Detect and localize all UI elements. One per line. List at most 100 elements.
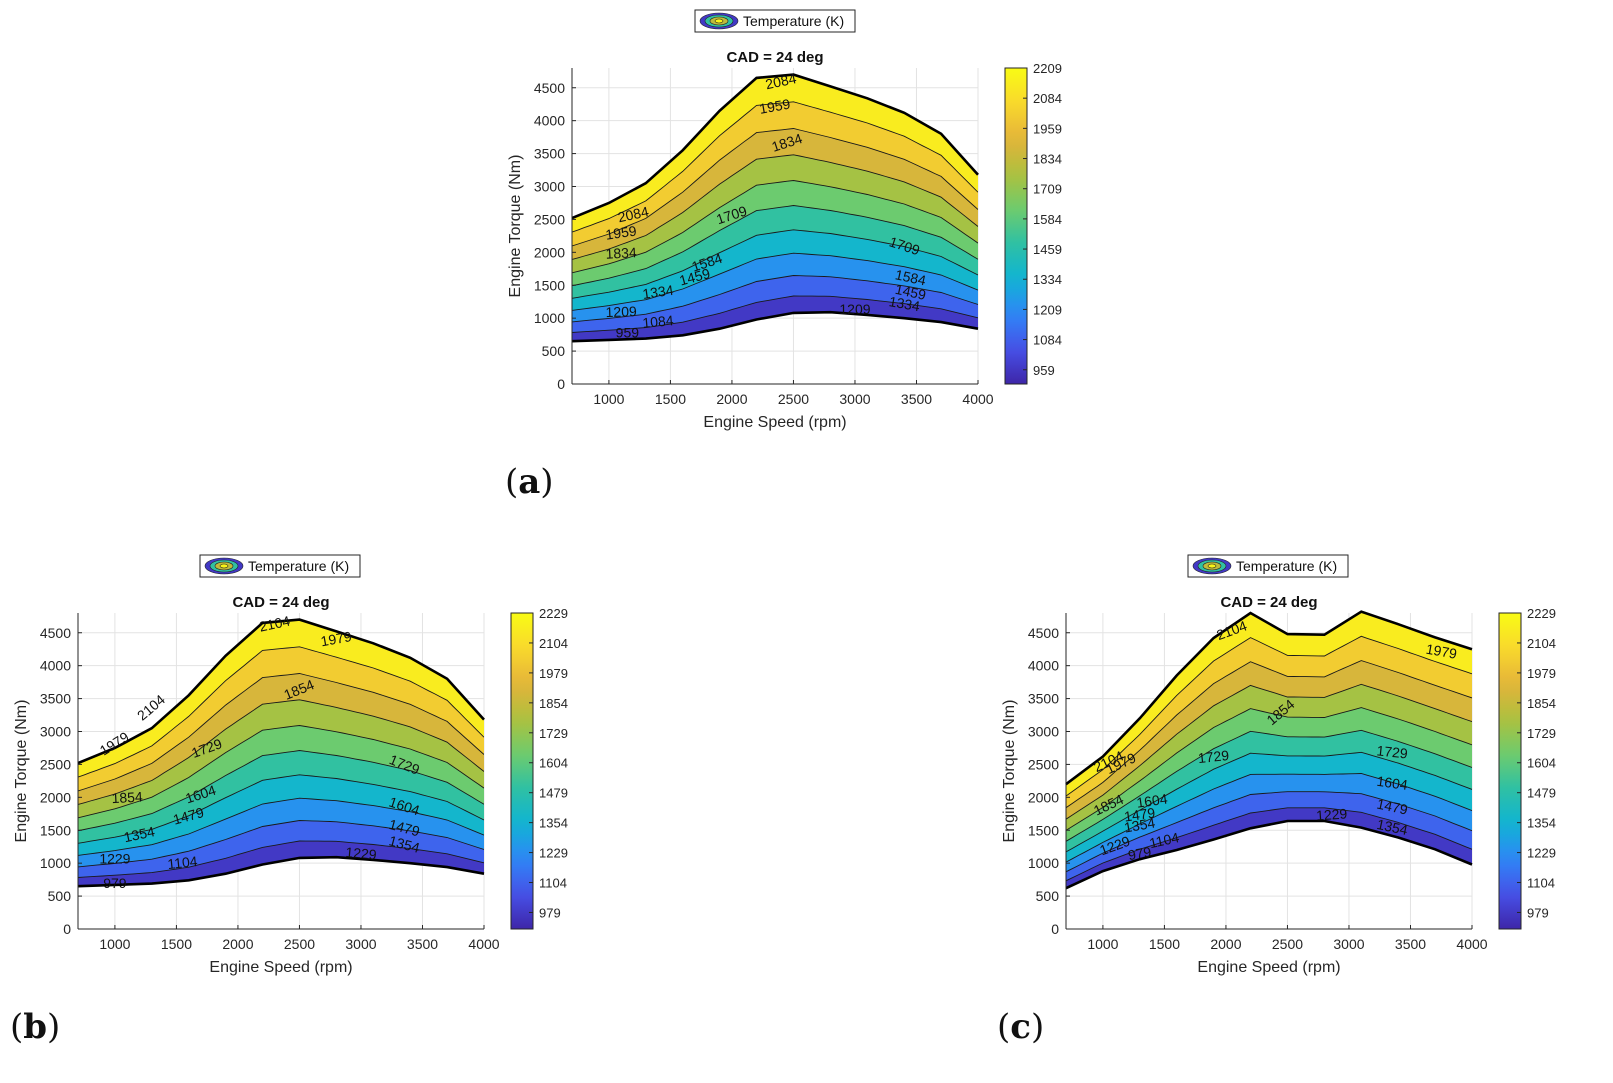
contour-line bbox=[1066, 660, 1472, 809]
caption-b-letter: b bbox=[23, 1007, 48, 1047]
lower-boundary-line bbox=[571, 310, 979, 343]
contour-line bbox=[572, 252, 978, 311]
contour-band bbox=[78, 699, 484, 818]
colorbar-tick-label: 1979 bbox=[1527, 666, 1556, 681]
chart-title: CAD = 24 deg bbox=[232, 594, 329, 611]
colorbar-tick-label: 1104 bbox=[1527, 876, 1555, 891]
y-axis-label: Engine Torque (Nm) bbox=[1001, 700, 1018, 843]
colorbar-tick-label: 1979 bbox=[539, 666, 568, 681]
contour-bands bbox=[1066, 611, 1472, 889]
x-tick-label: 3000 bbox=[1333, 936, 1364, 952]
colorbar-tick-label: 1729 bbox=[539, 726, 568, 741]
contour-label: 1334 bbox=[641, 282, 674, 302]
y-tick-label: 4000 bbox=[1028, 658, 1059, 674]
colorbar-tick-label: 1854 bbox=[539, 696, 568, 711]
colorbar bbox=[1004, 67, 1028, 385]
contour-label: 1479 bbox=[1375, 796, 1409, 818]
contour-band bbox=[572, 296, 978, 342]
contour-label: 1479 bbox=[171, 804, 205, 828]
contour-label: 1354 bbox=[387, 832, 421, 856]
x-tick-label: 1500 bbox=[1149, 936, 1180, 952]
y-tick-label: 0 bbox=[63, 921, 71, 937]
contour-label: 959 bbox=[616, 325, 640, 341]
contour-label: 1854 bbox=[111, 789, 143, 807]
contour-label: 1979 bbox=[319, 628, 353, 649]
caption-b: (b) bbox=[10, 1007, 60, 1047]
contour-line bbox=[572, 128, 978, 247]
y-tick-label: 2500 bbox=[534, 211, 565, 227]
chart-title: CAD = 24 deg bbox=[1220, 594, 1317, 611]
contour-line bbox=[572, 154, 978, 260]
contour-band bbox=[78, 673, 484, 805]
upper-boundary-line bbox=[1065, 610, 1473, 786]
lower-boundary-line bbox=[77, 855, 485, 888]
contour-label: 2104 bbox=[258, 612, 292, 634]
contour-label: 1229 bbox=[1316, 805, 1348, 823]
legend-box bbox=[199, 554, 361, 578]
contour-label: 1729 bbox=[1376, 742, 1409, 761]
colorbar-tick-label: 1729 bbox=[1527, 726, 1556, 741]
colorbar bbox=[1498, 612, 1522, 930]
y-tick-label: 2000 bbox=[1028, 789, 1059, 805]
x-tick-label: 3500 bbox=[901, 391, 932, 407]
colorbar-tick-label: 2229 bbox=[1527, 606, 1556, 621]
legend-icon bbox=[219, 563, 229, 569]
colorbar-tick-label: 959 bbox=[1033, 363, 1055, 378]
contour-line bbox=[78, 774, 484, 844]
colorbar-tick-label: 979 bbox=[1527, 905, 1549, 920]
colorbar-tick-label: 1604 bbox=[539, 756, 568, 771]
y-tick-label: 1500 bbox=[1028, 822, 1059, 838]
contour-label: 1959 bbox=[604, 222, 637, 242]
contour-line bbox=[1066, 729, 1472, 842]
colorbar-tick-label: 1084 bbox=[1033, 333, 1062, 348]
y-tick-label: 0 bbox=[557, 376, 565, 392]
contour-label: 1229 bbox=[99, 851, 130, 867]
contour-band bbox=[572, 275, 978, 333]
colorbar-tick-label: 1354 bbox=[539, 816, 568, 831]
contour-label: 1604 bbox=[1135, 791, 1168, 811]
colorbar-tick-label: 2104 bbox=[539, 636, 568, 651]
contour-label: 1084 bbox=[642, 312, 675, 331]
contour-band bbox=[78, 646, 484, 791]
contour-band bbox=[78, 841, 484, 887]
contour-band bbox=[78, 725, 484, 831]
contour-band bbox=[572, 205, 978, 299]
caption-c-open: ( bbox=[997, 1007, 1011, 1047]
x-tick-label: 2000 bbox=[1210, 936, 1241, 952]
x-tick-label: 1500 bbox=[655, 391, 686, 407]
contour-line bbox=[572, 295, 978, 333]
y-tick-label: 2500 bbox=[1028, 756, 1059, 772]
colorbar-tick-label: 1209 bbox=[1033, 302, 1062, 317]
colorbar-tick-label: 1479 bbox=[1527, 786, 1556, 801]
x-tick-label: 1000 bbox=[1087, 936, 1118, 952]
x-tick-label: 2500 bbox=[284, 936, 315, 952]
contour-label: 2084 bbox=[616, 203, 650, 225]
x-tick-label: 3500 bbox=[407, 936, 438, 952]
x-tick-label: 4000 bbox=[468, 936, 499, 952]
contour-band bbox=[78, 774, 484, 856]
colorbar-tick-label: 1854 bbox=[1527, 696, 1556, 711]
colorbar-tick-label: 1479 bbox=[539, 786, 568, 801]
contour-label: 1104 bbox=[167, 853, 199, 872]
colorbar-tick-label: 2229 bbox=[539, 606, 568, 621]
y-tick-label: 1000 bbox=[1028, 855, 1059, 871]
contour-band bbox=[78, 750, 484, 844]
y-tick-label: 2000 bbox=[534, 244, 565, 260]
legend-box bbox=[1187, 554, 1349, 578]
contour-label: 1584 bbox=[894, 266, 928, 288]
x-tick-label: 1000 bbox=[99, 936, 130, 952]
contour-label: 1354 bbox=[1123, 814, 1157, 835]
contour-band bbox=[572, 229, 978, 311]
chart-panel-a: 959 1084 1209 1209 1334 1334 1459 1459 1584 1584 1… bbox=[0, 0, 1613, 470]
contour-line bbox=[1066, 807, 1472, 882]
contour-label: 1604 bbox=[1376, 773, 1409, 793]
y-tick-label: 4500 bbox=[40, 625, 71, 641]
contour-line bbox=[78, 750, 484, 832]
colorbar-tick-label: 2209 bbox=[1033, 61, 1062, 76]
colorbar-tick-label: 1104 bbox=[539, 876, 567, 891]
x-tick-label: 2000 bbox=[716, 391, 747, 407]
contour-label: 1979 bbox=[1425, 641, 1459, 662]
contour-line bbox=[572, 180, 978, 274]
